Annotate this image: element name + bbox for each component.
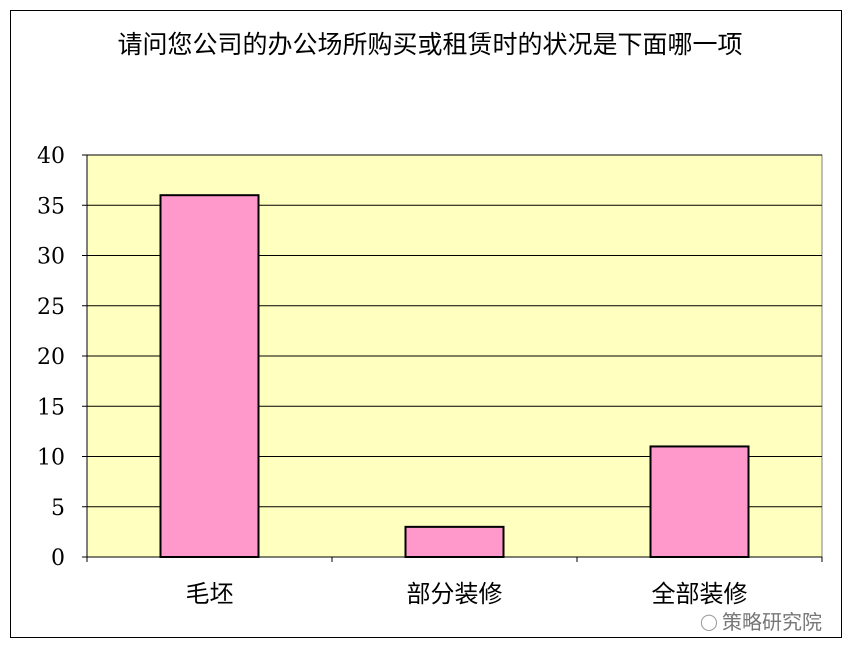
wechat-icon: ◯ xyxy=(700,612,718,631)
y-tick-label: 30 xyxy=(37,245,65,270)
y-tick-label: 25 xyxy=(37,295,65,320)
x-tick-label: 毛坯 xyxy=(186,580,234,608)
y-tick-label: 10 xyxy=(37,446,65,471)
watermark: 策略研究院 xyxy=(722,610,822,634)
y-tick-label: 35 xyxy=(37,194,65,219)
chart-frame xyxy=(10,10,842,638)
bar-1 xyxy=(159,194,260,558)
y-tick-label: 15 xyxy=(37,395,65,420)
x-tick-label: 部分装修 xyxy=(407,580,503,608)
bar-3 xyxy=(649,445,750,559)
y-tick-label: 20 xyxy=(37,345,65,370)
y-tick-label: 0 xyxy=(51,546,65,571)
x-tick-label: 全部装修 xyxy=(652,580,748,608)
y-tick-label: 5 xyxy=(51,496,65,521)
chart-title: 请问您公司的办公场所购买或租赁时的状况是下面哪一项 xyxy=(117,30,743,59)
y-tick-label: 40 xyxy=(37,144,65,169)
bar-2 xyxy=(404,525,505,558)
